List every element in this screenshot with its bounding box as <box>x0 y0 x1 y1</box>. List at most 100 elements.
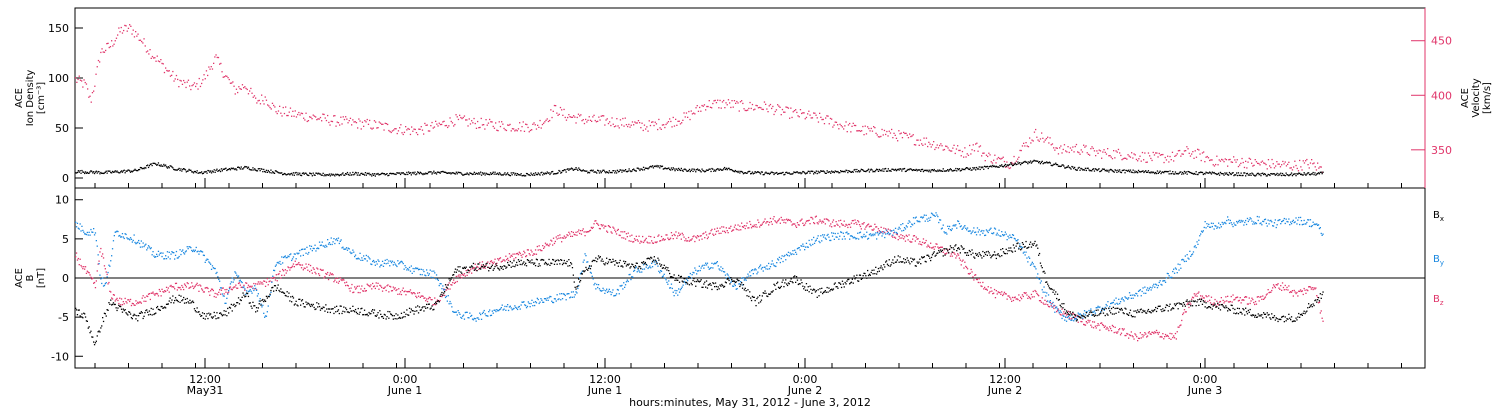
data-point <box>785 222 787 224</box>
data-point <box>693 168 695 170</box>
data-point <box>390 172 392 174</box>
data-point <box>1264 162 1266 165</box>
data-point <box>1158 152 1160 155</box>
data-point <box>1102 168 1105 170</box>
data-point <box>85 83 88 85</box>
data-point <box>642 166 645 168</box>
data-point <box>174 282 177 285</box>
data-point <box>587 172 589 174</box>
data-point <box>670 167 673 169</box>
data-point <box>1051 302 1053 305</box>
data-point <box>774 110 776 113</box>
data-point <box>180 288 182 291</box>
data-point <box>478 172 480 174</box>
data-point <box>777 173 779 175</box>
data-point <box>536 174 538 176</box>
data-point <box>115 298 117 301</box>
data-point <box>526 173 529 175</box>
data-point <box>871 233 873 235</box>
data-point <box>141 40 143 43</box>
data-point <box>1013 296 1015 299</box>
data-point <box>405 266 407 269</box>
data-point <box>1193 293 1195 295</box>
data-point <box>969 167 971 169</box>
data-point <box>600 224 602 226</box>
data-point <box>305 112 307 114</box>
data-point <box>603 169 605 171</box>
data-point <box>359 292 361 294</box>
data-point <box>466 119 468 121</box>
data-point <box>473 117 475 120</box>
data-point <box>388 129 390 132</box>
data-point <box>804 118 806 120</box>
data-point <box>593 171 595 173</box>
data-point <box>310 269 313 271</box>
data-point <box>114 231 116 233</box>
data-point <box>739 172 741 174</box>
data-point <box>910 168 912 170</box>
data-point <box>571 235 574 237</box>
data-point <box>524 304 526 306</box>
data-point <box>421 129 424 131</box>
data-point <box>1217 173 1219 175</box>
data-point <box>225 75 227 77</box>
data-point <box>129 239 131 241</box>
data-point <box>1166 171 1168 173</box>
data-point <box>535 128 538 130</box>
data-point <box>943 148 946 151</box>
data-point <box>1186 146 1188 148</box>
data-point <box>575 122 577 124</box>
data-point <box>388 291 390 293</box>
data-point <box>385 263 387 265</box>
data-point <box>318 247 320 250</box>
data-point <box>366 283 368 285</box>
data-point <box>489 172 492 174</box>
data-point <box>568 169 570 171</box>
data-point <box>601 225 603 227</box>
data-point <box>1084 146 1086 148</box>
data-point <box>456 314 458 316</box>
data-point <box>723 271 726 273</box>
data-point <box>1013 155 1015 158</box>
data-point <box>1014 162 1016 164</box>
data-point <box>246 286 249 289</box>
data-point <box>836 223 838 225</box>
data-point <box>252 287 254 289</box>
data-point <box>87 172 89 174</box>
data-point <box>1302 160 1304 162</box>
data-point <box>833 124 835 126</box>
data-point <box>206 286 208 289</box>
data-point <box>651 165 654 167</box>
data-point <box>1286 174 1288 176</box>
data-point <box>1031 161 1033 163</box>
data-point <box>1186 173 1188 175</box>
data-point <box>402 287 404 289</box>
data-point <box>336 238 338 240</box>
data-point <box>232 287 234 289</box>
data-point <box>77 227 79 229</box>
data-point <box>495 173 497 175</box>
data-point <box>1006 164 1008 166</box>
data-point <box>736 170 738 173</box>
data-point <box>216 168 218 170</box>
data-point <box>1248 174 1250 176</box>
data-point <box>88 231 90 233</box>
data-point <box>903 227 906 229</box>
data-point <box>1261 172 1263 175</box>
data-point <box>676 237 678 239</box>
data-point <box>1240 302 1242 304</box>
data-point <box>201 289 204 291</box>
data-point <box>565 119 568 121</box>
data-point <box>889 229 891 231</box>
data-point <box>1138 337 1141 340</box>
data-point <box>473 317 475 320</box>
data-point <box>1029 160 1032 162</box>
data-point <box>769 172 772 174</box>
data-point <box>993 288 996 291</box>
data-point <box>1095 168 1097 170</box>
data-point <box>735 288 737 290</box>
data-point <box>1121 328 1123 330</box>
data-point <box>924 220 926 222</box>
data-point <box>428 171 430 173</box>
data-point <box>223 293 225 295</box>
